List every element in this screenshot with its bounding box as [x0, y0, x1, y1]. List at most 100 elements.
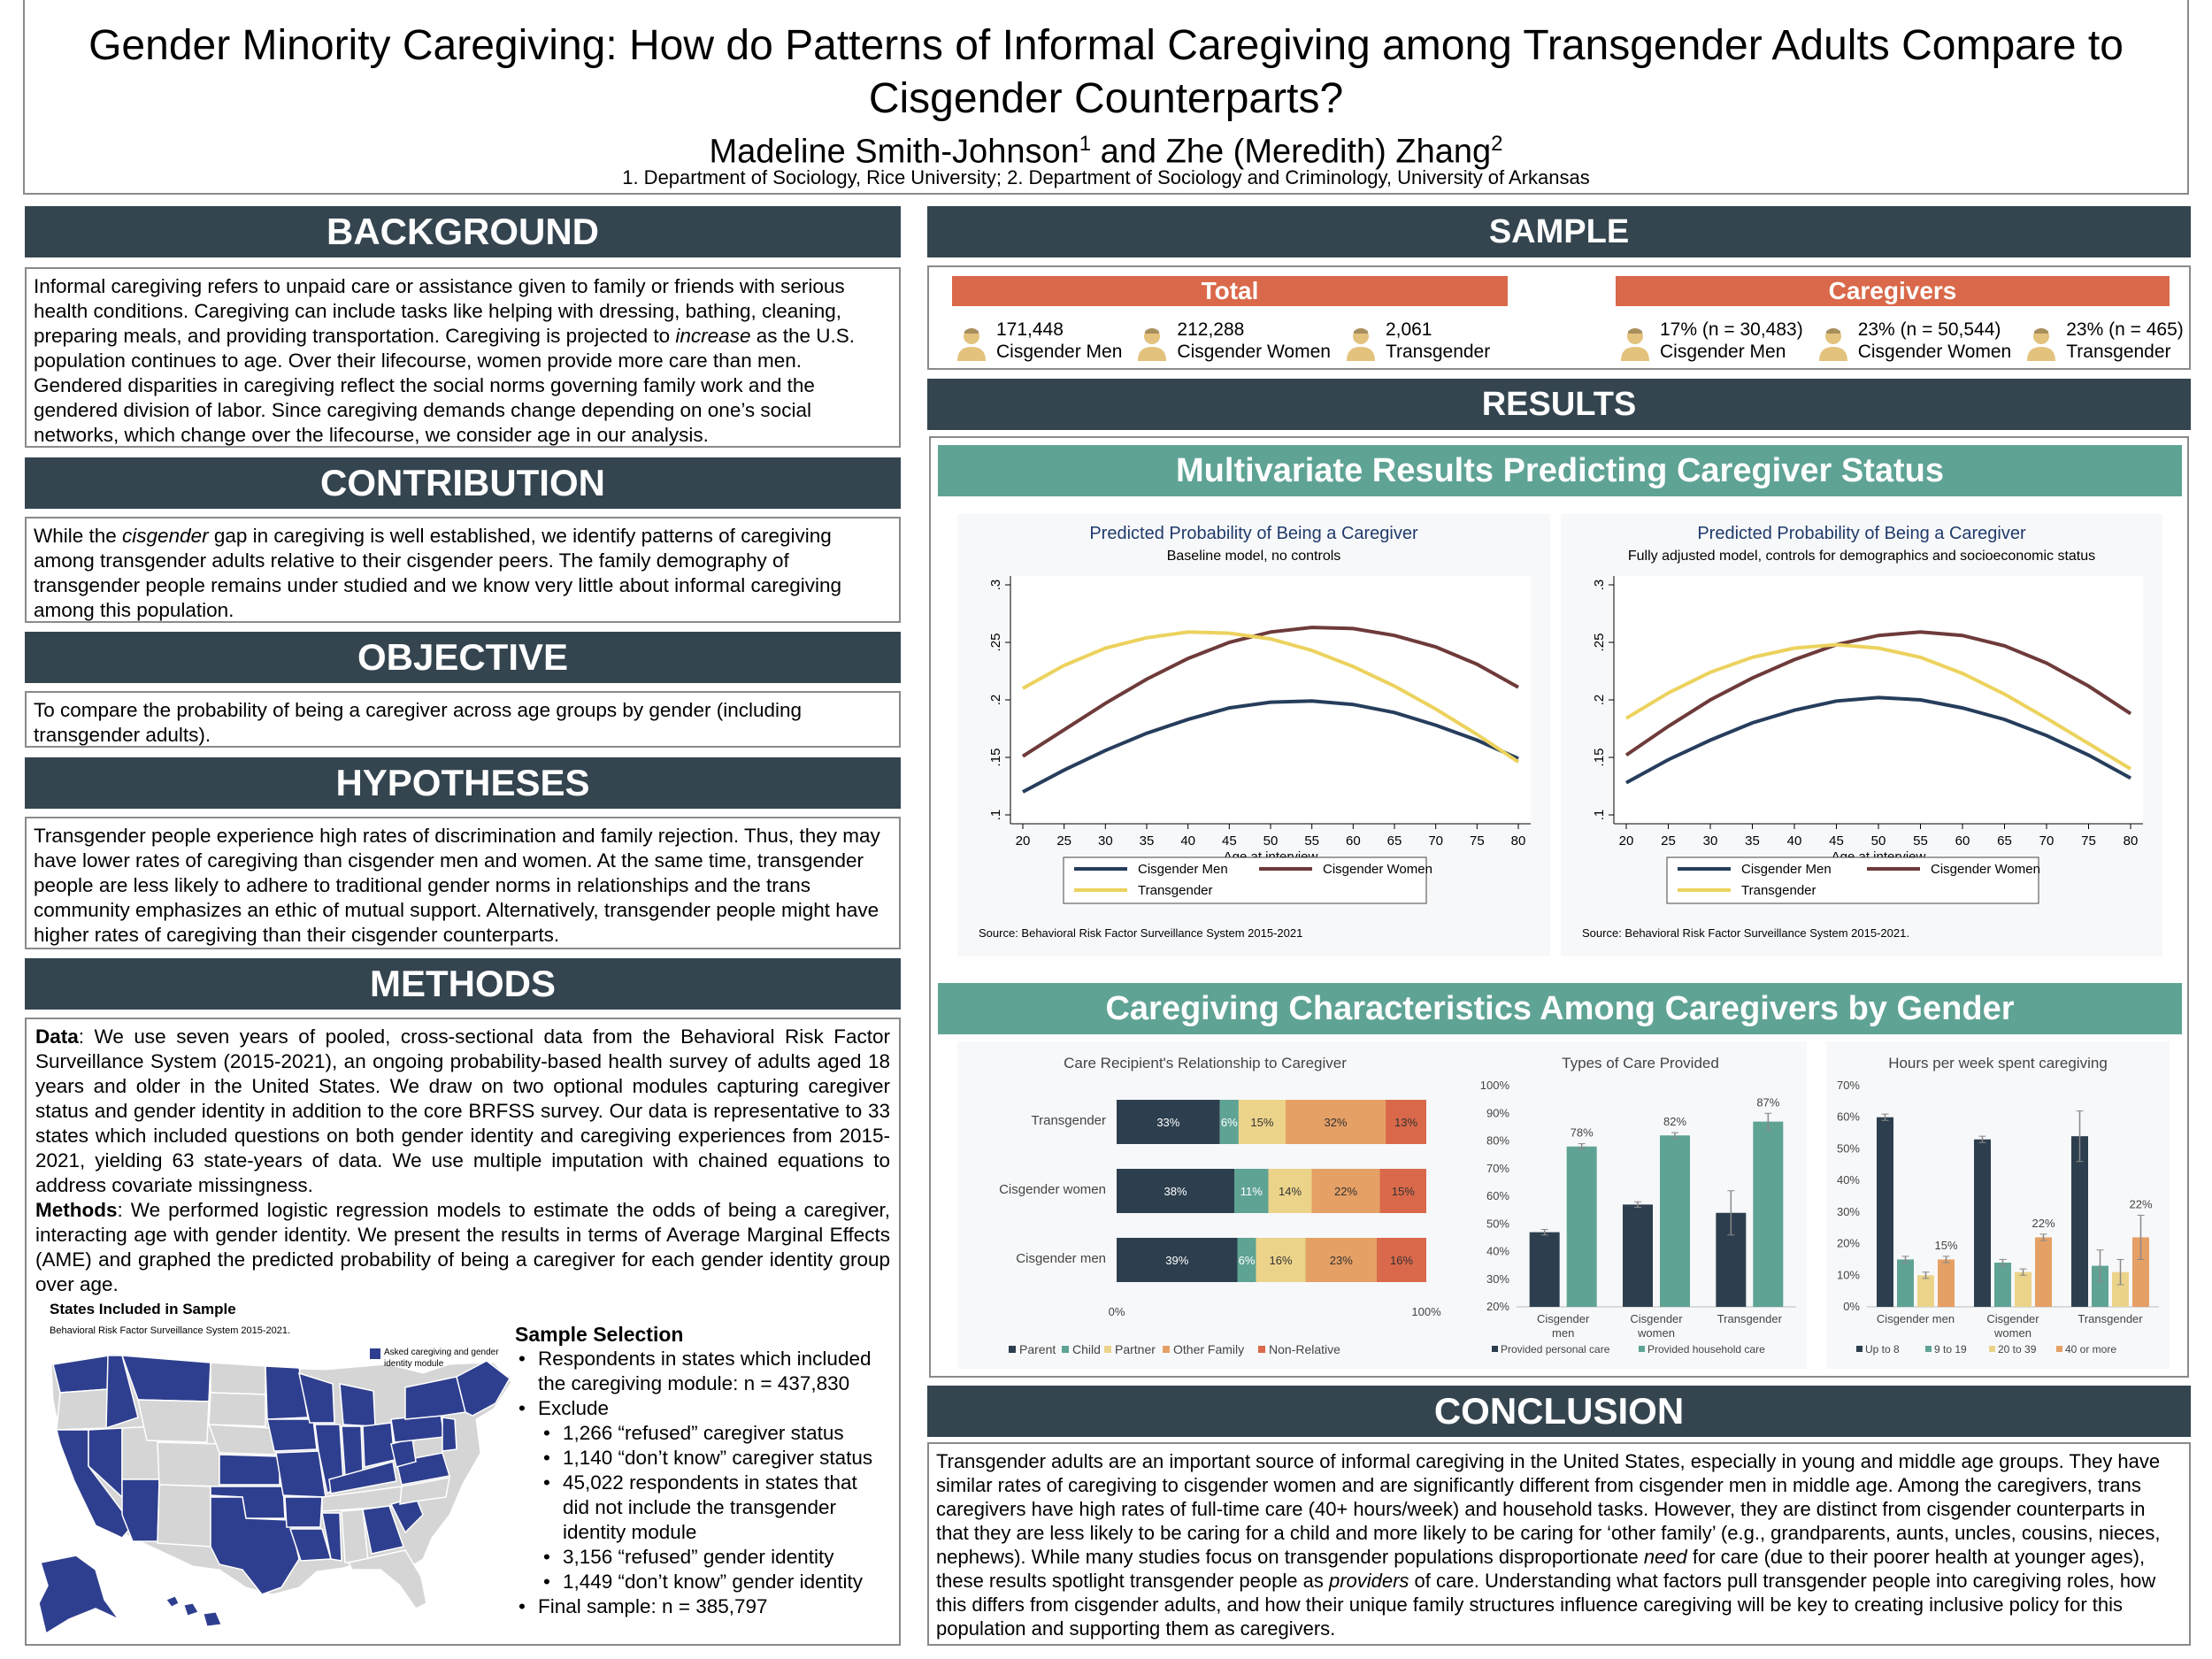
bar-value-label: 15%: [1392, 1185, 1415, 1198]
x-tick-label: 70: [2039, 833, 2055, 849]
sample-count-item: 212,288 Cisgender Women: [1136, 319, 1331, 363]
person-icon: [1621, 328, 1649, 361]
author-join: and: [1091, 133, 1166, 171]
map-state-co: [157, 1441, 220, 1487]
contribution-heading: CONTRIBUTION: [25, 457, 901, 509]
bar-value-label: 13%: [1394, 1116, 1417, 1129]
relationship-chart: Care Recipient's Relationship to Caregiv…: [957, 1041, 1478, 1369]
count-value: 171,448: [996, 319, 1064, 340]
sample-count-item: 17% (n = 30,483) Cisgender Men: [1619, 319, 1803, 363]
count-group: Cisgender Men: [1660, 342, 1786, 362]
characteristics-heading: Caregiving Characteristics Among Caregiv…: [938, 983, 2182, 1034]
total-label: Total: [952, 276, 1508, 306]
bar-value-label: 16%: [1390, 1254, 1413, 1267]
category-label: women: [1993, 1326, 2032, 1340]
x-tick-label: 65: [1997, 833, 2012, 849]
legend-swatch: [1104, 1346, 1111, 1353]
y-tick-label: .15: [988, 749, 1003, 767]
bar: [1994, 1263, 2011, 1307]
exclude-item: 1,449 “don’t know” gender identity: [540, 1570, 895, 1594]
person-icon: [1818, 328, 1847, 361]
y-tick-label: 50%: [1486, 1217, 1509, 1230]
legend-swatch: [1639, 1346, 1645, 1352]
legend-swatch: [1163, 1346, 1170, 1353]
bar-value-label: 33%: [1156, 1116, 1179, 1129]
y-tick-label: 20%: [1837, 1237, 1860, 1250]
bar: [1917, 1275, 1934, 1307]
y-tick-label: 20%: [1486, 1300, 1509, 1313]
category-label: Transgender: [2078, 1312, 2143, 1325]
x-tick-label: 70: [1428, 833, 1443, 849]
count-group: Cisgender Women: [1177, 342, 1331, 362]
legend-swatch: [1989, 1346, 1995, 1352]
bar-value-label: 38%: [1164, 1185, 1187, 1198]
map-state-ny: [404, 1376, 466, 1420]
map-state-nm: [157, 1484, 211, 1548]
y-tick-label: .25: [988, 634, 1003, 652]
bar-value-label: 87%: [1756, 1095, 1779, 1109]
count-value: 212,288: [1177, 319, 1245, 340]
bar: [1877, 1117, 1893, 1307]
category-label: Cisgender: [1537, 1312, 1590, 1325]
x-tick-label: 55: [1304, 833, 1319, 849]
conclusion-text: Transgender adults are an important sour…: [927, 1442, 2191, 1646]
legend-swatch: [1062, 1346, 1069, 1353]
legend-swatch: [1856, 1346, 1863, 1352]
y-tick-label: 10%: [1837, 1268, 1860, 1281]
person-icon: [1346, 328, 1375, 361]
bar-value-label: 14%: [1279, 1185, 1302, 1198]
map-state-ak: [38, 1555, 121, 1635]
hypotheses-text: Transgender people experience high rates…: [25, 817, 901, 949]
objective-text: To compare the probability of being a ca…: [25, 691, 901, 748]
y-tick-label: .2: [988, 695, 1003, 706]
count-group: Transgender: [2066, 342, 2171, 362]
legend-label: Partner: [1115, 1342, 1156, 1356]
line-chart-baseline: Predicted Probability of Being a Caregiv…: [957, 514, 1550, 956]
x-tick-label: 35: [1745, 833, 1760, 849]
stacked-bar-segment: [1238, 1100, 1286, 1144]
conclusion-heading: CONCLUSION: [927, 1386, 2191, 1437]
map-state-or: [56, 1388, 109, 1431]
map-state-ks: [219, 1454, 280, 1486]
bar-value-label: 6%: [1221, 1116, 1238, 1129]
bar: [2112, 1271, 2129, 1307]
poster-title-line1: Gender Minority Caregiving: How do Patte…: [88, 22, 2124, 69]
author-2: Zhe (Meredith) Zhang: [1165, 133, 1492, 171]
category-label: Cisgender men: [1877, 1312, 1955, 1325]
chart-title: Care Recipient's Relationship to Caregiv…: [1064, 1055, 1347, 1071]
count-value: 23% (n = 50,544): [1857, 319, 2001, 340]
y-tick-label: 100%: [1480, 1079, 1510, 1092]
stacked-bar-segment: [1379, 1169, 1426, 1213]
x-tick-label: 80: [1511, 833, 1526, 849]
bar: [1623, 1204, 1653, 1307]
poster-title-line2: Cisgender Counterparts?: [868, 75, 1344, 122]
x-tick-label: 30: [1703, 833, 1718, 849]
bar: [1660, 1135, 1690, 1307]
map-state-in: [341, 1425, 364, 1477]
author-2-affil: 2: [1491, 132, 1503, 156]
author-1: Madeline Smith-Johnson: [709, 133, 1079, 171]
bar-value-label: 11%: [1240, 1185, 1263, 1198]
x-tick-label: 50: [1263, 833, 1279, 849]
x-tick-label: 45: [1829, 833, 1844, 849]
legend-label: Transgender: [1741, 883, 1816, 898]
y-tick-label: .2: [1592, 695, 1607, 706]
map-subtitle: Behavioral Risk Factor Surveillance Syst…: [50, 1325, 291, 1336]
legend-swatch: [1492, 1346, 1498, 1352]
y-tick-label: 60%: [1837, 1110, 1860, 1124]
y-tick-label: 30%: [1486, 1272, 1509, 1286]
x-tick-label: 55: [1913, 833, 1928, 849]
chart-source: Source: Behavioral Risk Factor Surveilla…: [1582, 926, 1909, 940]
category-label: Cisgender: [1986, 1312, 2039, 1325]
x-tick-label: 65: [1387, 833, 1402, 849]
x-tick-label: 40: [1787, 833, 1802, 849]
affiliations: 1. Department of Sociology, Rice Univers…: [622, 166, 1590, 188]
map-state-sd: [208, 1392, 266, 1427]
person-icon: [957, 328, 986, 361]
map-state-new-england: [456, 1360, 511, 1417]
y-tick-label: 30%: [1837, 1205, 1860, 1218]
category-label: Cisgender women: [999, 1182, 1106, 1197]
map-state-wi: [297, 1371, 335, 1424]
bar-value-label: 23%: [1330, 1254, 1353, 1267]
